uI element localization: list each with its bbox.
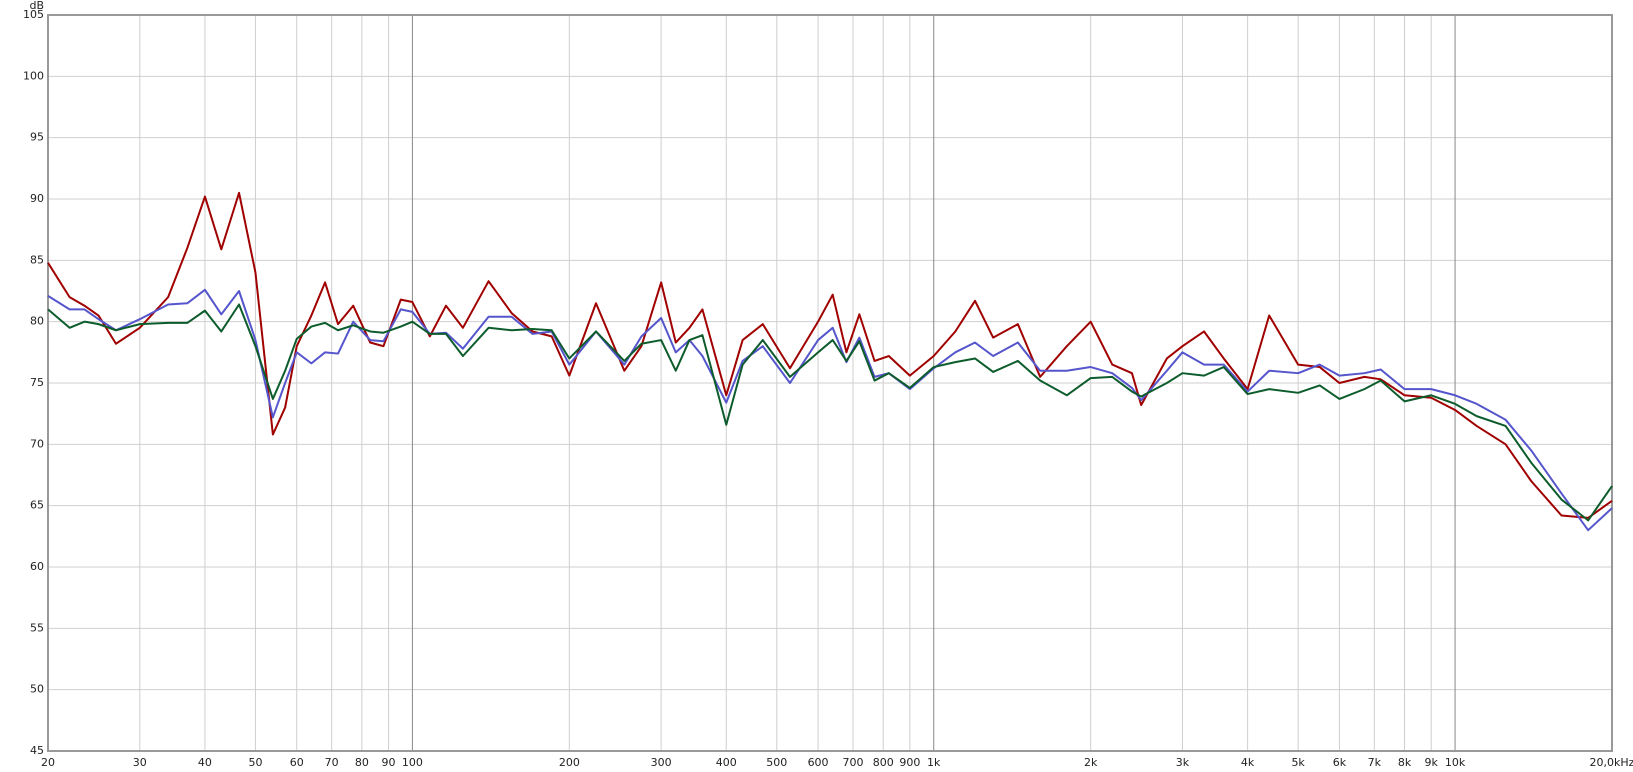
y-tick-label: 105 [23, 8, 44, 21]
x-tick-label: 40 [198, 756, 212, 769]
x-tick-label: 4k [1241, 756, 1255, 769]
x-tick-label: 20 [41, 756, 55, 769]
y-tick-label: 45 [30, 744, 44, 757]
y-tick-label: 100 [23, 69, 44, 82]
x-tick-label: 9k [1425, 756, 1439, 769]
x-tick-label: 60 [290, 756, 304, 769]
x-tick-label: 90 [382, 756, 396, 769]
x-tick-label: 5k [1291, 756, 1305, 769]
y-tick-label: 60 [30, 560, 44, 573]
y-tick-label: 70 [30, 437, 44, 450]
y-tick-label: 90 [30, 192, 44, 205]
x-tick-label: 80 [355, 756, 369, 769]
x-tick-label: 10k [1445, 756, 1466, 769]
x-tick-label: 2k [1084, 756, 1098, 769]
y-axis-label: dB [29, 0, 44, 12]
x-tick-label: 30 [133, 756, 147, 769]
x-tick-label: 900 [899, 756, 920, 769]
x-tick-label: 100 [402, 756, 423, 769]
x-tick-label: 1k [927, 756, 941, 769]
y-tick-label: 75 [30, 376, 44, 389]
x-tick-label: 400 [716, 756, 737, 769]
x-tick-label: 500 [766, 756, 787, 769]
y-tick-label: 95 [30, 131, 44, 144]
x-tick-label: 200 [559, 756, 580, 769]
x-tick-label: 300 [651, 756, 672, 769]
x-tick-label: 800 [873, 756, 894, 769]
plot-frame [47, 14, 1613, 752]
x-tick-label: 20,0kHz [1590, 756, 1633, 769]
y-tick-label: 65 [30, 499, 44, 512]
y-tick-label: 55 [30, 621, 44, 634]
series-line [47, 191, 1613, 519]
y-tick-label: 85 [30, 253, 44, 266]
x-tick-label: 600 [808, 756, 829, 769]
x-tick-label: 7k [1368, 756, 1382, 769]
x-tick-label: 50 [248, 756, 262, 769]
series-line [47, 303, 1613, 522]
x-tick-label: 700 [842, 756, 863, 769]
x-tick-label: 8k [1398, 756, 1412, 769]
x-tick-label: 70 [325, 756, 339, 769]
series-line [47, 288, 1613, 532]
y-tick-label: 50 [30, 683, 44, 696]
x-tick-label: 3k [1176, 756, 1190, 769]
x-tick-label: 6k [1333, 756, 1347, 769]
y-tick-label: 80 [30, 315, 44, 328]
